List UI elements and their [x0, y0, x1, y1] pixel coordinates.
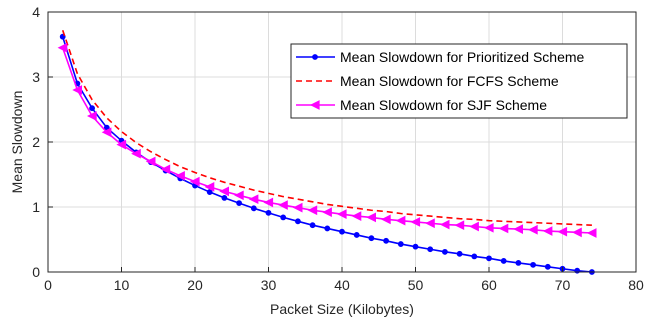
data-point — [89, 105, 95, 112]
data-point — [395, 215, 406, 226]
data-point — [366, 212, 377, 223]
legend-item-3: Mean Slowdown for SJF Scheme — [296, 97, 547, 113]
data-point — [72, 85, 82, 95]
data-point — [336, 209, 347, 219]
x-tick-label: 40 — [334, 277, 350, 293]
x-tick-label: 20 — [187, 277, 203, 293]
data-point — [513, 224, 523, 234]
axis-ticks: 0 10 20 30 40 50 60 70 80 0 1 2 3 4 — [32, 4, 644, 293]
data-point — [427, 246, 434, 253]
y-tick-label: 3 — [32, 69, 40, 85]
data-point — [295, 218, 301, 225]
data-point — [248, 194, 259, 205]
legend-label: Mean Slowdown for SJF Scheme — [340, 97, 547, 113]
data-point — [456, 250, 463, 257]
legend-box — [290, 43, 628, 119]
y-tick-label: 0 — [32, 264, 40, 280]
data-point — [483, 222, 494, 233]
data-point — [145, 156, 156, 167]
data-point — [515, 260, 522, 266]
data-point — [250, 205, 257, 212]
legend-item-2: Mean Slowdown for FCFS Scheme — [296, 73, 559, 89]
data-point — [425, 218, 435, 229]
legend: Mean Slowdown for Prioritized Scheme Mean… — [290, 43, 628, 119]
legend-marker — [312, 54, 318, 60]
data-point — [206, 189, 213, 195]
legend-label: Mean Slowdown for FCFS Scheme — [340, 73, 559, 89]
data-point — [101, 127, 112, 138]
data-point — [454, 220, 465, 231]
x-tick-label: 60 — [481, 277, 497, 293]
x-axis-label: Packet Size (Kilobytes) — [270, 301, 414, 317]
data-point — [528, 224, 538, 235]
data-point — [57, 42, 68, 53]
y-tick-label: 4 — [32, 4, 40, 20]
data-point — [557, 226, 568, 237]
x-tick-label: 70 — [555, 277, 571, 293]
legend-items: Mean Slowdown for Prioritized Scheme Mean… — [296, 49, 585, 113]
data-point — [204, 182, 215, 192]
x-tick-label: 80 — [628, 277, 644, 293]
data-point — [500, 258, 507, 264]
data-point — [381, 214, 391, 225]
data-point — [542, 226, 553, 236]
data-point — [442, 248, 448, 255]
legend-item-1: Mean Slowdown for Prioritized Scheme — [296, 49, 585, 65]
data-point — [324, 225, 331, 232]
data-point — [397, 241, 404, 247]
data-point — [469, 221, 479, 232]
x-tick-label: 50 — [408, 277, 424, 293]
data-point — [586, 228, 597, 238]
data-point — [87, 111, 97, 121]
data-point — [116, 139, 127, 150]
data-point — [280, 214, 287, 221]
data-point — [339, 228, 345, 235]
data-point — [292, 202, 303, 213]
data-point — [263, 197, 274, 208]
data-point — [353, 232, 360, 238]
data-point — [544, 263, 551, 270]
series-3 — [57, 42, 597, 238]
data-point — [309, 222, 316, 229]
y-tick-label: 2 — [32, 134, 40, 150]
data-point — [236, 200, 243, 207]
series-2 — [61, 29, 592, 226]
y-axis-label: Mean Slowdown — [9, 91, 25, 194]
data-point — [278, 200, 288, 210]
data-point — [234, 190, 244, 201]
data-point — [307, 205, 318, 216]
data-point — [572, 227, 582, 238]
series-line-2 — [61, 29, 592, 226]
data-point — [131, 148, 141, 159]
data-point — [322, 207, 332, 218]
data-point — [471, 253, 478, 260]
data-point — [368, 235, 375, 242]
data-point — [439, 219, 450, 230]
x-tick-label: 0 — [44, 277, 52, 293]
legend-marker — [309, 100, 320, 110]
data-point — [175, 170, 185, 181]
data-point — [160, 164, 171, 175]
data-point — [219, 186, 230, 197]
data-point — [189, 176, 200, 187]
data-point — [383, 237, 390, 244]
x-tick-label: 30 — [261, 277, 277, 293]
data-point — [221, 195, 228, 201]
legend-label: Mean Slowdown for Prioritized Scheme — [340, 49, 585, 65]
y-tick-label: 1 — [32, 199, 40, 215]
x-tick-label: 10 — [114, 277, 130, 293]
data-point — [486, 255, 492, 262]
data-point — [410, 217, 421, 227]
data-point — [265, 209, 272, 216]
data-point — [351, 211, 362, 221]
data-point — [530, 261, 536, 268]
data-point — [498, 223, 509, 234]
data-point — [412, 243, 419, 250]
series-group — [57, 29, 597, 275]
